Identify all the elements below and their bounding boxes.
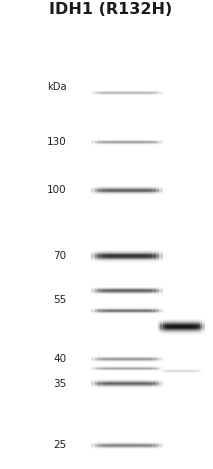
Text: 40: 40	[53, 354, 66, 364]
Text: 70: 70	[53, 251, 66, 261]
Text: 25: 25	[53, 440, 66, 451]
Text: IDH1 (R132H): IDH1 (R132H)	[49, 2, 172, 17]
Text: kDa: kDa	[47, 83, 66, 92]
Text: 35: 35	[53, 378, 66, 389]
Text: 55: 55	[53, 295, 66, 305]
Text: 100: 100	[47, 185, 66, 196]
Text: 130: 130	[47, 137, 66, 147]
